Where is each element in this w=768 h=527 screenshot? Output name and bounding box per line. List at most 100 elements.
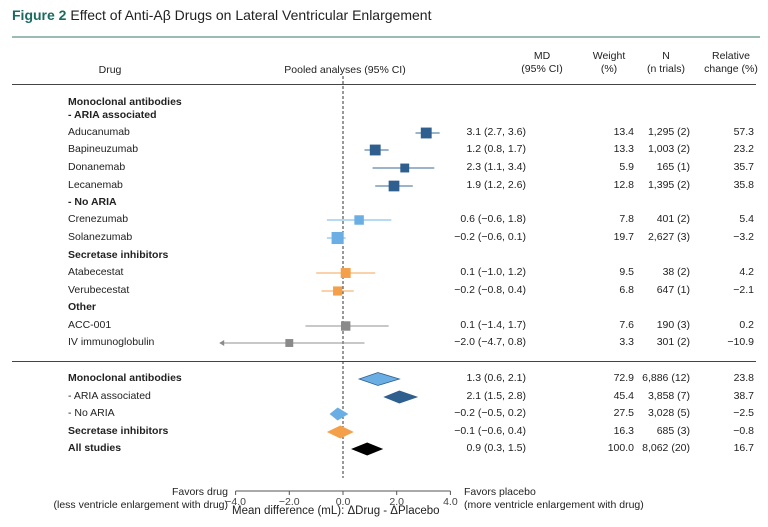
summary-md: 2.1 (1.5, 2.8) [466,390,526,402]
summary-md: 1.3 (0.6, 2.1) [466,372,526,384]
figure-title: Figure 2 Effect of Anti-Aβ Drugs on Late… [12,7,431,23]
study-rel: −2.1 [733,284,754,296]
study-weight: 3.3 [619,336,634,348]
summary-weight: 27.5 [613,407,634,419]
header-drug: Drug [98,64,122,76]
study-n: 301 (2) [656,336,690,348]
study-label: Aducanumab [68,126,130,138]
summary-weight: 72.9 [613,372,634,384]
x-axis-label: Mean difference (mL): ΔDrug - ΔPlacebo [232,505,440,517]
study-weight: 19.7 [613,231,634,243]
study-label: ACC-001 [68,319,112,331]
header-weight-line2: (%) [600,63,618,75]
study-rel: 4.2 [739,266,754,278]
point-estimate-square [331,231,344,245]
summary-label: - ARIA associated [68,390,151,402]
summary-label: - No ARIA [68,407,115,419]
summary-diamond [326,425,354,439]
point-estimate-square [333,286,343,296]
study-rel: 57.3 [733,126,754,138]
summary-rel: −2.5 [733,407,754,419]
study-md: −0.2 (−0.6, 0.1) [454,231,526,243]
summary-rel: −0.8 [733,425,754,437]
favors-placebo-line1: Favors placebo [464,486,536,498]
point-estimate-square [340,268,351,278]
study-rel: −3.2 [733,231,754,243]
study-n: 190 (3) [656,319,690,331]
header-md-line2: (95% CI) [521,63,563,75]
study-md: 3.1 (2.7, 3.6) [466,126,526,138]
point-estimate-square [400,163,410,173]
summary-weight: 16.3 [613,425,634,437]
study-n: 401 (2) [656,213,690,225]
study-rel: 0.2 [739,319,754,331]
summary-label: Monoclonal antibodies [68,372,182,384]
summary-md: 0.9 (0.3, 1.5) [466,442,526,454]
study-rel: 35.8 [733,179,754,191]
study-label: Crenezumab [68,213,129,225]
study-rel: −10.9 [727,336,754,348]
study-weight: 7.8 [619,213,634,225]
study-weight: 6.8 [619,284,634,296]
summary-diamond [383,390,419,404]
study-label: Bapineuzumab [68,143,139,155]
group-subheader-label: - ARIA associated [68,109,157,121]
study-md: −0.2 (−0.8, 0.4) [454,284,526,296]
point-estimate-square [340,321,351,331]
study-n: 647 (1) [656,284,690,296]
x-tick-label: −2.0 [279,496,300,508]
summary-weight: 45.4 [613,390,634,402]
group-header-label: Monoclonal antibodies [68,96,182,108]
summary-md: −0.1 (−0.6, 0.4) [454,425,526,437]
x-tick-label: −4.0 [225,496,246,508]
study-md: 0.6 (−0.6, 1.8) [460,213,526,225]
group-header-label: Secretase inhibitors [68,249,169,261]
summary-label: All studies [68,442,122,454]
summary-rel: 38.7 [733,390,754,402]
summary-n: 3,858 (7) [647,390,690,402]
study-label: Donanemab [68,161,126,173]
study-md: 1.2 (0.8, 1.7) [466,143,526,155]
header-n-line2: (n trials) [647,63,685,75]
favors-drug-label: Favors drug (less ventricle enlargement w… [54,486,229,512]
study-n: 1,395 (2) [647,179,690,191]
header-n-line1: N [662,50,670,62]
summary-n: 3,028 (5) [647,407,690,419]
study-label: Atabecestat [68,266,124,278]
favors-placebo-label: Favors placebo (more ventricle enlargemen… [464,486,644,512]
study-rel: 5.4 [739,213,754,225]
favors-drug-line2: (less ventricle enlargement with drug) [53,499,229,511]
figure-title-text: Effect of Anti-Aβ Drugs on Lateral Ventr… [70,7,432,23]
summary-md: −0.2 (−0.5, 0.2) [454,407,526,419]
study-label: IV immunoglobulin [68,336,155,348]
study-weight: 13.4 [613,126,634,138]
study-weight: 13.3 [613,143,634,155]
study-md: 0.1 (−1.4, 1.7) [460,319,526,331]
point-estimate-square [369,144,381,156]
summary-n: 8,062 (20) [642,442,690,454]
favors-drug-line1: Favors drug [171,486,228,498]
study-label: Verubecestat [68,284,130,296]
summary-n: 685 (3) [656,425,690,437]
study-weight: 7.6 [619,319,634,331]
header-weight: Weight (%) [584,50,634,76]
header-n: N (n trials) [636,50,696,76]
study-label: Solanezumab [68,231,133,243]
group-header-label: Other [68,301,97,313]
point-estimate-square [420,127,432,139]
study-md: 1.9 (1.2, 2.6) [466,179,526,191]
header-rel-line1: Relative [712,50,750,62]
title-divider [12,36,760,38]
group-header-label: - No ARIA [68,196,117,208]
study-rel: 35.7 [733,161,754,173]
x-tick-label: 2.0 [389,496,404,508]
summary-weight: 100.0 [607,442,634,454]
summary-n: 6,886 (12) [642,372,690,384]
summary-diamond [357,372,401,386]
study-weight: 9.5 [619,266,634,278]
x-tick-label: 0.0 [336,496,351,508]
x-tick-label: 4.0 [443,496,458,508]
point-estimate-square [354,215,364,225]
summary-rel: 23.8 [733,372,754,384]
